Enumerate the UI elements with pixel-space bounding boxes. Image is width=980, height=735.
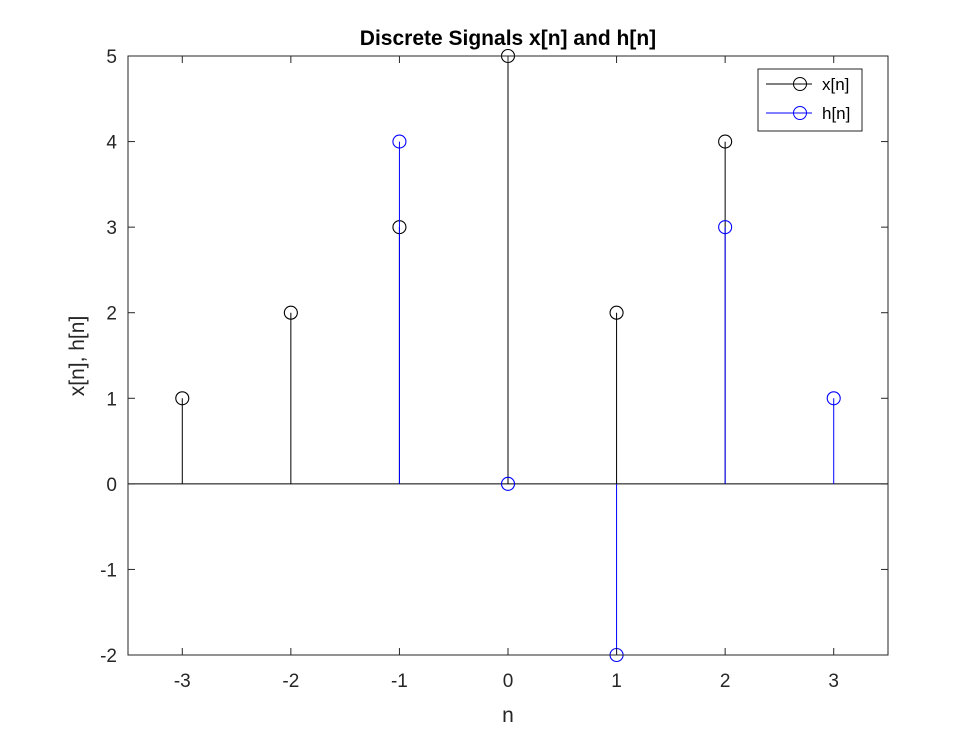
legend: x[n] h[n] [757, 68, 863, 132]
stem-marker-h [500, 476, 516, 491]
legend-label-x: x[n] [822, 75, 849, 94]
x-tick-label: 2 [720, 671, 731, 692]
y-tick-label: 2 [106, 304, 117, 325]
y-tick-label: 3 [106, 218, 117, 239]
ticks-layer [128, 55, 888, 656]
x-tick-label: -2 [282, 671, 299, 692]
y-tick-label: 1 [106, 389, 117, 410]
tick-labels-layer: -3 -2 -1 0 1 2 3 -2 -1 0 1 2 3 4 5 [100, 47, 839, 692]
x-axis-label: n [502, 704, 514, 727]
stem-marker-x [175, 391, 190, 406]
legend-marker-h [793, 106, 807, 120]
x-tick-label: 0 [503, 671, 514, 692]
legend-box [757, 68, 863, 132]
y-tick-label: 5 [106, 47, 117, 68]
y-axis-label: x[n], h[n] [66, 316, 89, 397]
stem-marker-h [392, 134, 407, 149]
y-tick-label: 0 [106, 475, 117, 496]
stems-layer [175, 48, 841, 663]
y-tick-label: 4 [106, 133, 117, 154]
legend-label-h: h[n] [822, 104, 850, 123]
chart-title: Discrete Signals x[n] and h[n] [360, 27, 656, 50]
x-tick-label: 3 [828, 671, 839, 692]
stem-marker-x [283, 305, 298, 320]
x-tick-label: -1 [391, 671, 408, 692]
stem-marker-h [718, 220, 733, 235]
stem-marker-h [826, 391, 841, 406]
y-tick-label: -1 [100, 560, 117, 581]
x-tick-label: -3 [174, 671, 191, 692]
stem-marker-x [609, 305, 624, 320]
x-tick-label: 1 [611, 671, 622, 692]
y-tick-label: -2 [100, 646, 117, 667]
legend-marker-x [793, 77, 807, 91]
stem-marker-x [718, 134, 733, 149]
